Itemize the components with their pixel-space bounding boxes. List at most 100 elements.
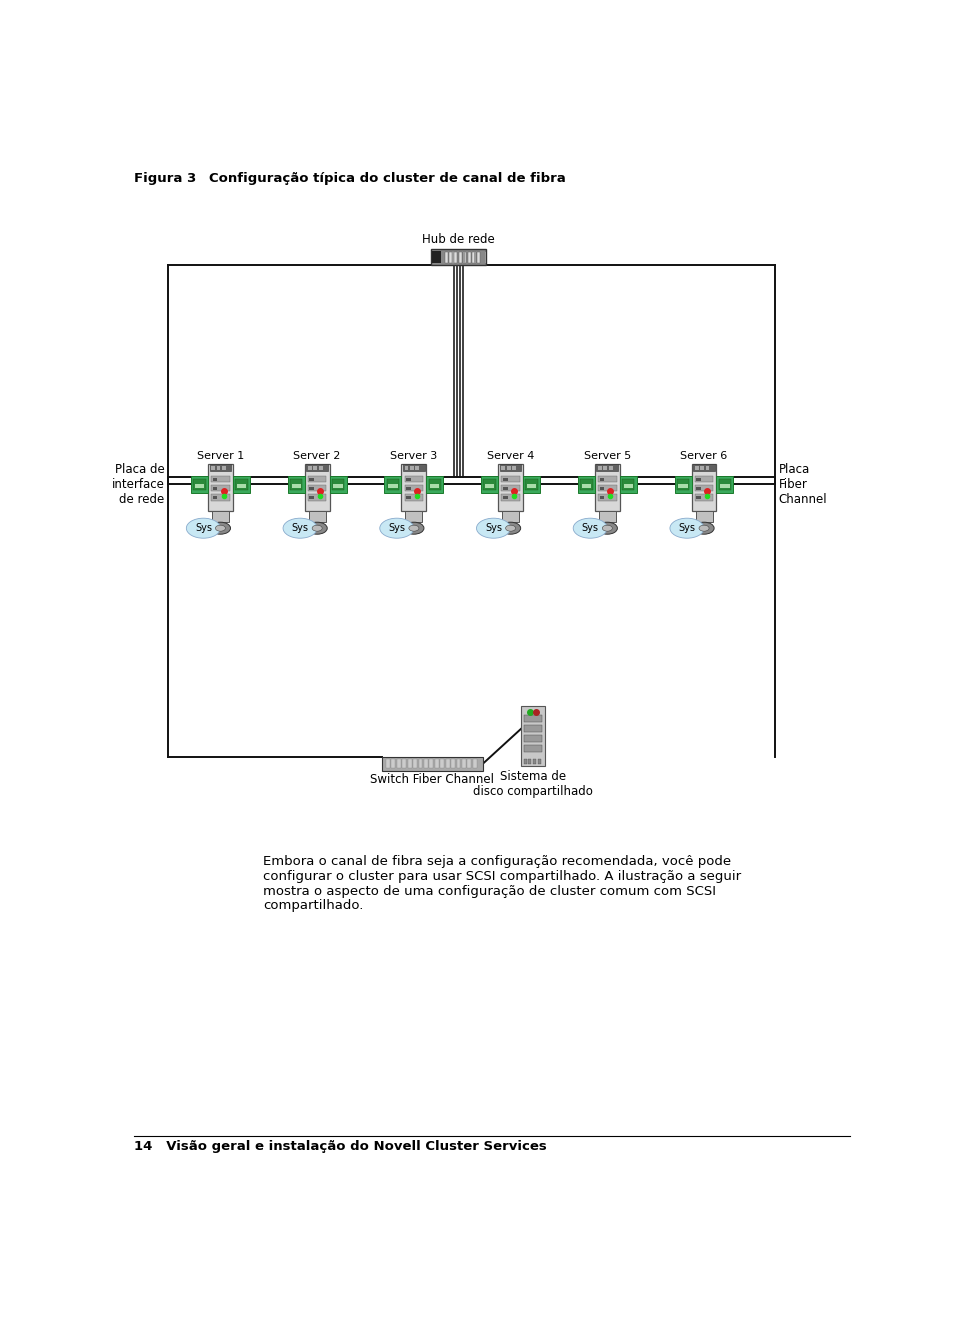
- Bar: [468, 760, 471, 769]
- Bar: [213, 495, 217, 499]
- Ellipse shape: [210, 522, 230, 534]
- Bar: [677, 480, 689, 490]
- Bar: [306, 465, 328, 472]
- Text: Sys: Sys: [195, 523, 212, 534]
- Bar: [700, 466, 704, 470]
- Bar: [598, 476, 616, 482]
- Bar: [410, 466, 414, 470]
- Bar: [426, 476, 444, 493]
- Text: Switch Fiber Channel: Switch Fiber Channel: [371, 773, 494, 786]
- Bar: [600, 495, 604, 499]
- Text: Sys: Sys: [485, 523, 502, 534]
- Bar: [604, 466, 608, 470]
- Bar: [452, 252, 454, 263]
- Bar: [695, 485, 713, 491]
- Bar: [462, 760, 466, 769]
- Bar: [451, 760, 455, 769]
- Bar: [382, 757, 483, 770]
- Ellipse shape: [506, 526, 516, 531]
- Bar: [308, 485, 326, 491]
- Bar: [288, 476, 304, 493]
- Bar: [691, 464, 716, 511]
- Bar: [696, 477, 701, 481]
- Bar: [424, 760, 428, 769]
- Bar: [404, 485, 423, 491]
- Text: Configuração típica do cluster de canal de fibra: Configuração típica do cluster de canal …: [209, 172, 565, 185]
- Bar: [444, 252, 447, 263]
- Bar: [431, 250, 487, 266]
- Bar: [332, 480, 345, 490]
- Bar: [404, 494, 423, 501]
- Bar: [523, 745, 542, 752]
- Bar: [392, 760, 396, 769]
- Bar: [512, 466, 516, 470]
- Bar: [521, 707, 544, 766]
- Bar: [211, 466, 215, 470]
- Bar: [191, 476, 208, 493]
- Bar: [457, 760, 461, 769]
- Bar: [308, 494, 326, 501]
- Bar: [580, 480, 592, 490]
- Text: Server 2: Server 2: [294, 450, 341, 461]
- Bar: [501, 476, 520, 482]
- Bar: [449, 252, 452, 263]
- Bar: [235, 480, 248, 490]
- Bar: [525, 480, 538, 490]
- Bar: [501, 485, 520, 491]
- Bar: [693, 465, 715, 472]
- Bar: [304, 464, 329, 511]
- Bar: [308, 511, 325, 522]
- Ellipse shape: [283, 518, 317, 538]
- Bar: [463, 252, 467, 263]
- Bar: [468, 252, 471, 263]
- Bar: [595, 464, 620, 511]
- Bar: [472, 760, 477, 769]
- Bar: [308, 476, 326, 482]
- Bar: [695, 466, 699, 470]
- Bar: [445, 760, 449, 769]
- Bar: [695, 511, 712, 522]
- Bar: [720, 485, 730, 489]
- Bar: [405, 511, 422, 522]
- Text: Server 3: Server 3: [391, 450, 438, 461]
- Bar: [387, 480, 399, 490]
- Bar: [485, 252, 487, 263]
- Bar: [233, 476, 250, 493]
- Bar: [209, 465, 231, 472]
- Bar: [217, 466, 221, 470]
- Bar: [195, 485, 204, 489]
- Bar: [396, 760, 400, 769]
- Bar: [404, 476, 423, 482]
- Bar: [333, 485, 343, 489]
- Ellipse shape: [694, 522, 714, 534]
- Ellipse shape: [186, 518, 221, 538]
- Bar: [624, 485, 633, 489]
- Bar: [237, 485, 246, 489]
- Bar: [528, 760, 532, 764]
- Ellipse shape: [404, 522, 424, 534]
- Ellipse shape: [670, 518, 704, 538]
- Bar: [403, 465, 424, 472]
- Bar: [222, 466, 226, 470]
- Text: compartilhado.: compartilhado.: [263, 900, 364, 913]
- Bar: [404, 466, 408, 470]
- Text: 14   Visão geral e instalação do Novell Cluster Services: 14 Visão geral e instalação do Novell Cl…: [134, 1140, 546, 1153]
- Bar: [598, 466, 602, 470]
- Text: Sys: Sys: [582, 523, 599, 534]
- Bar: [406, 477, 411, 481]
- Bar: [498, 464, 523, 511]
- Bar: [429, 760, 433, 769]
- Text: Server 4: Server 4: [487, 450, 535, 461]
- Bar: [706, 466, 709, 470]
- Bar: [502, 511, 519, 522]
- Bar: [212, 511, 229, 522]
- Ellipse shape: [409, 526, 419, 531]
- Bar: [523, 725, 542, 732]
- Bar: [292, 485, 300, 489]
- Bar: [620, 476, 636, 493]
- Bar: [213, 486, 217, 490]
- Bar: [428, 480, 441, 490]
- Bar: [481, 476, 498, 493]
- Bar: [716, 476, 733, 493]
- Text: Sys: Sys: [292, 523, 308, 534]
